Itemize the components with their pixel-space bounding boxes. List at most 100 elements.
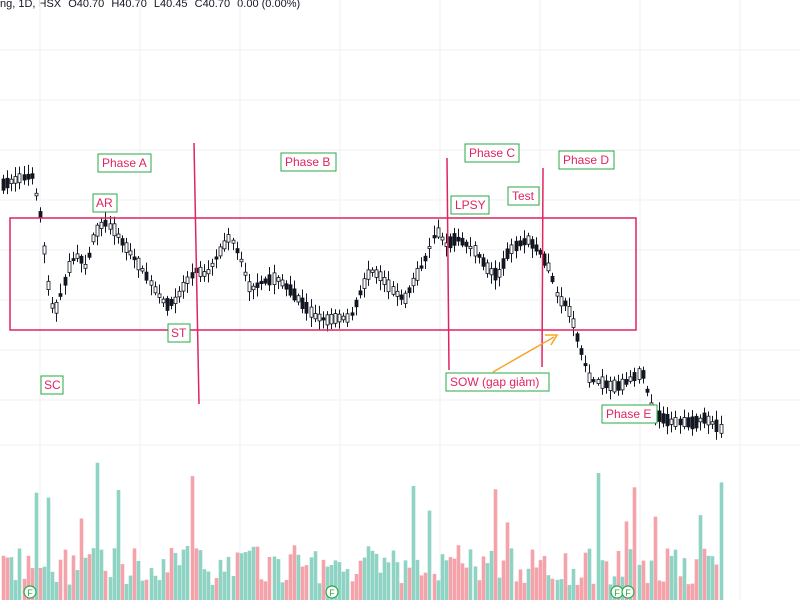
volume-bar-88 xyxy=(362,557,367,600)
volume-bar-95 xyxy=(391,550,396,600)
volume-bar-114 xyxy=(468,549,473,600)
label-phase-a: Phase A xyxy=(97,153,152,173)
volume-bar-7 xyxy=(30,568,35,600)
volume-bar-74 xyxy=(304,565,309,600)
candle-body-43 xyxy=(177,290,182,298)
volume-bar-119 xyxy=(489,550,494,600)
sc-text: SC xyxy=(44,378,61,392)
candle-body-39 xyxy=(161,298,166,304)
candle-body-54 xyxy=(222,240,227,250)
candle-body-73 xyxy=(300,297,305,310)
candle-body-118 xyxy=(485,262,490,274)
candle-body-116 xyxy=(477,254,482,258)
volume-bar-161 xyxy=(661,581,666,600)
volume-bar-111 xyxy=(456,545,461,600)
volume-bar-77 xyxy=(317,583,322,600)
volume-bar-75 xyxy=(309,557,314,600)
event-marker-f-2[interactable]: F xyxy=(325,585,339,599)
candle-body-105 xyxy=(432,235,437,239)
candle-body-2 xyxy=(9,178,14,184)
label-phase-c: Phase C xyxy=(464,143,520,163)
volume-bar-64 xyxy=(263,581,268,600)
volume-bar-69 xyxy=(284,580,289,600)
volume-bar-46 xyxy=(190,476,195,600)
volume-bar-115 xyxy=(473,566,478,600)
candle-body-32 xyxy=(132,256,137,261)
volume-bar-120 xyxy=(493,489,498,600)
volume-bar-51 xyxy=(210,584,215,600)
candle-body-113 xyxy=(464,241,469,247)
volume-bar-34 xyxy=(140,580,145,600)
volume-bar-4 xyxy=(17,548,22,600)
volume-bar-61 xyxy=(251,546,256,600)
volume-bar-174 xyxy=(714,564,719,600)
volume-bar-102 xyxy=(419,575,424,600)
volume-bar-117 xyxy=(481,556,486,600)
candle-body-153 xyxy=(628,376,633,382)
volume-bar-30 xyxy=(124,584,129,600)
volume-bar-107 xyxy=(440,554,445,600)
candle-body-136 xyxy=(559,296,564,307)
candle-body-12 xyxy=(50,303,55,309)
candle-body-124 xyxy=(509,244,514,254)
candle-body-127 xyxy=(522,238,527,246)
volume-bar-47 xyxy=(194,548,199,600)
candle-body-86 xyxy=(354,299,359,308)
volume-bar-145 xyxy=(596,473,601,600)
event-marker-f-1[interactable]: F xyxy=(23,585,37,599)
volume-bar-100 xyxy=(411,486,416,600)
candle-body-34 xyxy=(140,268,145,272)
high-value: H40.70 xyxy=(111,0,147,10)
candle-body-173 xyxy=(710,421,715,425)
candle-body-40 xyxy=(165,298,170,311)
volume-bar-87 xyxy=(358,560,363,600)
volume-bar-27 xyxy=(112,548,117,600)
candle-body-156 xyxy=(641,370,646,379)
candle-body-171 xyxy=(702,412,707,424)
volume-bar-152 xyxy=(624,521,629,600)
test-text: Test xyxy=(512,189,535,203)
volume-bar-168 xyxy=(690,583,695,600)
volume-bar-9 xyxy=(38,568,43,600)
volume-bar-32 xyxy=(132,548,137,600)
candle-body-106 xyxy=(436,227,441,238)
volume-bar-171 xyxy=(702,548,707,600)
candle-body-49 xyxy=(202,271,207,277)
volume-bar-19 xyxy=(79,518,84,600)
volume-bar-172 xyxy=(706,555,711,600)
candle-body-52 xyxy=(214,256,219,260)
volume-bar-113 xyxy=(464,567,469,600)
candle-body-172 xyxy=(706,415,711,426)
volume-bar-84 xyxy=(345,569,350,600)
candle-body-95 xyxy=(391,286,396,295)
candle-body-77 xyxy=(317,313,322,322)
volume-bar-165 xyxy=(678,576,683,600)
candle-body-16 xyxy=(67,260,72,273)
candle-body-20 xyxy=(83,263,88,269)
candle-body-71 xyxy=(292,288,297,301)
volume-bar-151 xyxy=(620,576,625,600)
volume-bar-160 xyxy=(657,580,662,600)
volume-bar-158 xyxy=(649,560,654,600)
volume-bar-66 xyxy=(272,556,277,600)
event-marker-f-4[interactable]: F xyxy=(621,585,635,599)
candle-body-75 xyxy=(309,306,314,318)
volume-bar-16 xyxy=(67,584,72,600)
candle-body-85 xyxy=(350,312,355,316)
candle-body-14 xyxy=(58,293,63,297)
candle-body-31 xyxy=(128,250,133,256)
volume-bar-55 xyxy=(226,556,231,600)
volume-bar-49 xyxy=(202,569,207,600)
volume-bar-116 xyxy=(477,580,482,600)
candle-body-81 xyxy=(333,313,338,324)
candle-body-123 xyxy=(505,248,510,259)
phase-c-text: Phase C xyxy=(469,146,515,160)
volume-bar-58 xyxy=(239,553,244,600)
volume-bar-150 xyxy=(616,551,621,600)
candle-body-151 xyxy=(620,378,625,391)
event-marker-f-3[interactable]: F xyxy=(610,585,624,599)
candle-body-82 xyxy=(337,313,342,323)
volume-bar-112 xyxy=(460,563,465,600)
volume-bar-65 xyxy=(267,557,272,600)
